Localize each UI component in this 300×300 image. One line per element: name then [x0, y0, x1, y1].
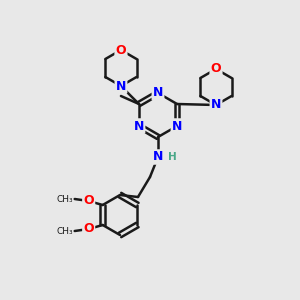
Text: N: N [172, 119, 182, 133]
Text: N: N [134, 119, 144, 133]
Text: CH₃: CH₃ [56, 194, 73, 203]
Text: H: H [168, 152, 177, 162]
Text: N: N [211, 98, 221, 112]
Text: N: N [153, 151, 163, 164]
Text: N: N [153, 86, 163, 100]
Text: N: N [116, 80, 126, 92]
Text: CH₃: CH₃ [56, 226, 73, 236]
Text: O: O [83, 194, 94, 208]
Text: O: O [116, 44, 126, 56]
Text: O: O [211, 62, 221, 76]
Text: O: O [83, 223, 94, 236]
